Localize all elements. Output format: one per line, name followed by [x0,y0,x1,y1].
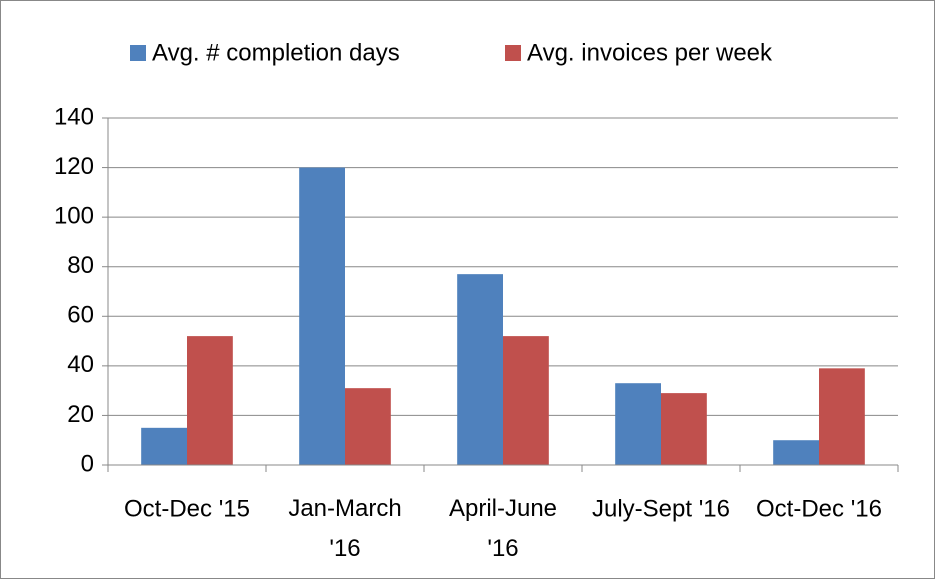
bar [819,368,865,465]
legend-swatch [505,45,521,61]
bar [457,274,503,465]
y-tick-label: 140 [54,103,94,130]
bar [661,393,707,465]
x-tick-label: Oct-Dec '16 [756,495,882,522]
y-tick-label: 120 [54,153,94,180]
y-tick-label: 100 [54,202,94,229]
bar [615,383,661,465]
y-tick-label: 20 [67,401,94,428]
y-tick-label: 80 [67,252,94,279]
bar [141,427,187,465]
y-tick-label: 60 [67,302,94,329]
x-tick-label: Jan-March '16 [288,495,401,562]
bar [187,336,233,465]
y-tick-label: 40 [67,351,94,378]
bar [773,440,819,465]
x-tick-label: Oct-Dec '15 [124,495,250,522]
legend-label: Avg. # completion days [152,39,400,66]
bar [345,388,391,465]
bar [299,167,345,466]
legend-swatch [130,45,146,61]
x-tick-label: April-June '16 [449,495,557,562]
legend-label: Avg. invoices per week [527,39,773,66]
y-tick-label: 0 [81,450,94,477]
bar [503,336,549,465]
x-tick-label: July-Sept '16 [592,495,730,522]
